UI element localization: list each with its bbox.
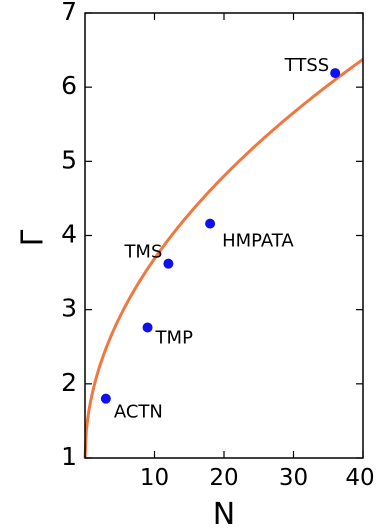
x-tick-label: 20 [209,465,238,491]
point-label-tms: TMS [123,242,162,263]
point-label-actn: ACTN [114,402,163,423]
data-point-tms [163,258,174,269]
y-tick-label: 7 [61,0,77,26]
x-axis-label: N [213,497,235,529]
point-label-ttss: TTSS [284,55,330,76]
x-tick-label: 30 [279,465,308,491]
y-tick-label: 4 [61,220,77,249]
data-point-hmpata [205,218,216,229]
point-label-tmp: TMP [155,327,194,348]
y-tick-label: 2 [61,368,77,397]
y-tick-label: 6 [61,71,77,100]
x-tick-label: 10 [140,465,169,491]
axis-ticks: 1 2 3 4 5 6 7 10 20 30 40 [61,0,375,491]
y-tick-label: 1 [61,442,77,471]
y-tick-label: 5 [61,145,77,174]
fit-curve-layer [83,58,364,459]
y-tick-label: 3 [61,294,77,323]
fit-curve [83,58,364,459]
x-tick-label: 40 [345,465,374,491]
data-point-ttss [330,68,341,79]
point-label-hmpata: HMPATA [222,231,294,252]
data-point-actn [100,393,111,404]
y-axis-label: Γ [16,229,51,246]
data-point-tmp [142,322,153,333]
data-points: ACTN TMP TMS HMPATA TTSS [100,55,341,423]
